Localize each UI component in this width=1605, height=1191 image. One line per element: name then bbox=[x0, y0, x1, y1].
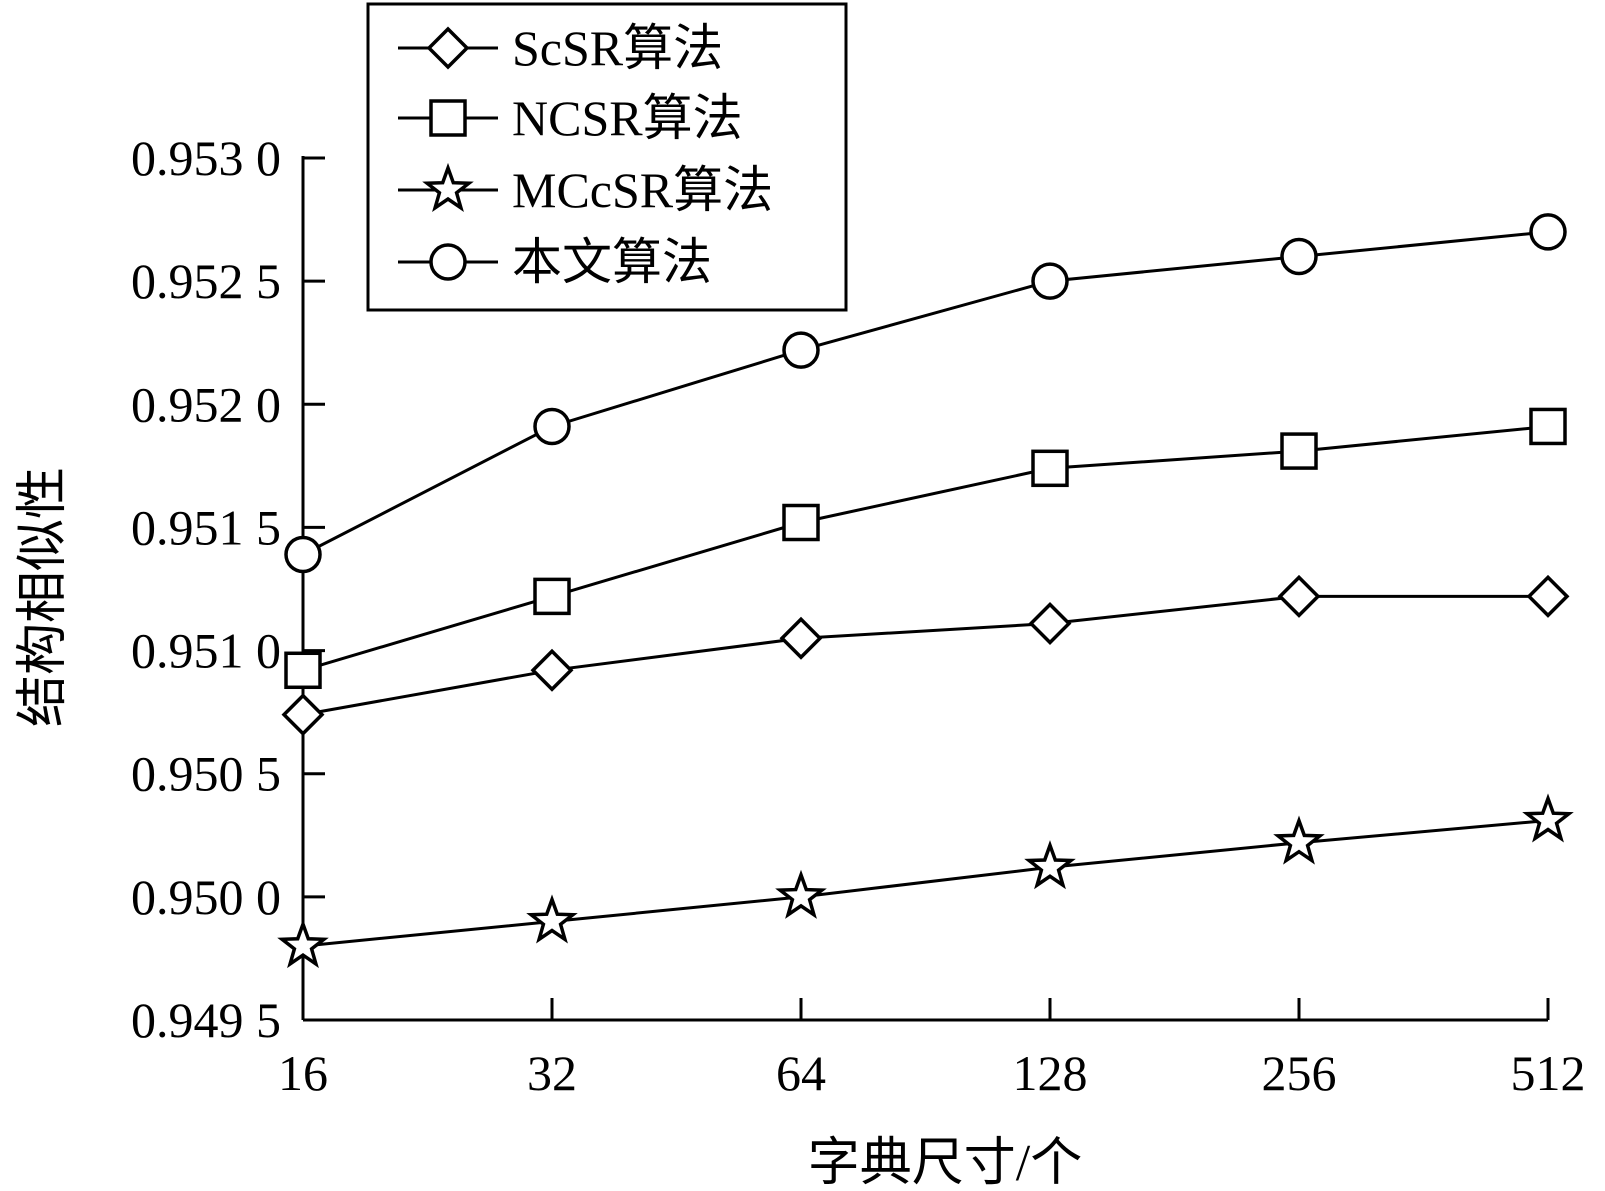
series-line bbox=[302, 594, 1548, 717]
data-point-star bbox=[1273, 815, 1325, 865]
series-line bbox=[302, 819, 1549, 948]
y-axis-label: 结构相似性 bbox=[15, 467, 72, 727]
series-star bbox=[277, 793, 1574, 969]
data-point-star bbox=[1024, 840, 1076, 890]
data-point-diamond bbox=[1277, 574, 1321, 618]
data-point-circle bbox=[1280, 237, 1318, 276]
legend-entry: NCSR算法 bbox=[398, 90, 743, 146]
data-point-circle bbox=[533, 407, 571, 446]
legend-label: 本文算法 bbox=[512, 234, 712, 290]
x-tick-label: 32 bbox=[527, 1045, 577, 1101]
legend-marker-diamond bbox=[426, 26, 470, 70]
data-point-circle bbox=[782, 331, 820, 369]
x-axis-label: 字典尺寸/个 bbox=[808, 1135, 1082, 1191]
y-tick-label: 0.951 5 bbox=[131, 499, 281, 555]
legend-marker-star bbox=[422, 162, 474, 212]
y-tick-label: 0.949 5 bbox=[131, 992, 281, 1048]
data-point-diamond bbox=[1028, 602, 1072, 645]
axes: 0.949 5 0.950 0 0.950 5 0.951 0 0.951 5 0.952… bbox=[131, 130, 1586, 1101]
series-circle bbox=[284, 213, 1567, 574]
data-point-star bbox=[277, 918, 329, 969]
data-point-square bbox=[782, 503, 820, 542]
legend-label: ScSR算法 bbox=[512, 20, 723, 76]
data-point-square bbox=[1031, 449, 1069, 488]
series-diamond bbox=[281, 574, 1570, 737]
data-point-circle bbox=[1031, 262, 1069, 300]
data-point-diamond bbox=[1526, 574, 1570, 618]
series-layer bbox=[277, 213, 1574, 969]
data-point-diamond bbox=[779, 616, 823, 660]
x-tick-label: 16 bbox=[278, 1045, 328, 1101]
x-tick-label: 512 bbox=[1511, 1045, 1586, 1101]
y-tick-label: 0.952 5 bbox=[131, 253, 281, 309]
x-tick-label: 128 bbox=[1013, 1045, 1088, 1101]
series-line bbox=[302, 425, 1549, 672]
data-point-diamond bbox=[530, 648, 574, 692]
data-point-star bbox=[1522, 793, 1574, 843]
series-square bbox=[284, 407, 1567, 690]
y-tick-label: 0.950 5 bbox=[131, 746, 281, 802]
y-tick-label: 0.951 0 bbox=[131, 623, 281, 679]
legend-entry: ScSR算法 bbox=[398, 20, 723, 76]
data-point-square bbox=[1280, 432, 1318, 470]
legend-entry: 本文算法 bbox=[398, 234, 712, 290]
data-point-square bbox=[1529, 407, 1567, 446]
data-point-star bbox=[775, 869, 827, 919]
series-line bbox=[302, 230, 1549, 556]
data-point-square bbox=[284, 651, 322, 690]
data-point-circle bbox=[284, 535, 322, 574]
legend-marker-circle bbox=[429, 243, 467, 281]
legend-label: MCcSR算法 bbox=[512, 162, 773, 218]
y-tick-label: 0.953 0 bbox=[131, 130, 281, 186]
data-point-star bbox=[526, 894, 578, 944]
data-point-diamond bbox=[281, 693, 325, 737]
y-tick-label: 0.952 0 bbox=[131, 376, 281, 432]
legend-marker-square bbox=[429, 99, 467, 137]
x-tick-label: 256 bbox=[1262, 1045, 1337, 1101]
data-point-square bbox=[533, 577, 571, 616]
data-point-circle bbox=[1529, 213, 1567, 251]
x-tick-label: 64 bbox=[776, 1045, 826, 1101]
legend-label: NCSR算法 bbox=[512, 90, 743, 146]
legend-entry: MCcSR算法 bbox=[398, 162, 773, 218]
y-tick-label: 0.950 0 bbox=[131, 869, 281, 925]
